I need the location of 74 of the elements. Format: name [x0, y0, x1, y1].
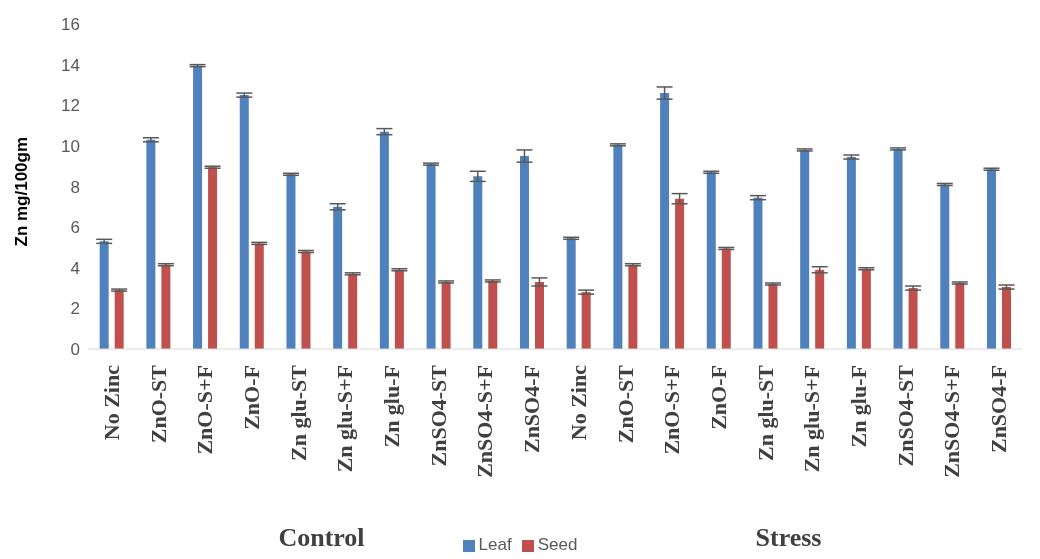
x-tick-label: No Zinc	[98, 364, 124, 441]
bar	[986, 169, 996, 349]
bar	[379, 131, 389, 349]
bar	[861, 268, 871, 349]
text: Control	[277, 523, 366, 553]
bar	[301, 251, 311, 349]
x-tick-label: ZnSO4-S+F	[939, 365, 965, 478]
bar	[534, 281, 544, 349]
x-tick-label: ZnSO4-F	[519, 365, 545, 454]
x-tick-label: Zn glu-F	[846, 365, 872, 448]
x-tick-label: No Zinc	[565, 364, 591, 441]
bar	[893, 148, 903, 349]
bar	[473, 176, 483, 349]
x-tick-label: ZnO-ST	[145, 364, 171, 444]
bar	[908, 288, 918, 349]
bar	[254, 243, 264, 349]
y-tick-label: 14	[61, 55, 80, 75]
x-tick-label: ZnO-S+F	[192, 365, 218, 455]
bar	[161, 264, 171, 349]
bar	[519, 156, 529, 349]
legend-label: Leaf	[478, 535, 512, 554]
bar	[193, 65, 203, 349]
bar	[333, 206, 343, 349]
bar	[239, 95, 249, 349]
bar	[99, 241, 109, 349]
bar	[1001, 287, 1011, 349]
x-tick-label: ZnO-S+F	[659, 365, 685, 455]
bar	[955, 282, 965, 349]
bar	[675, 198, 685, 349]
y-tick-label: 8	[70, 177, 80, 197]
x-tick-label: Zn glu-S+F	[799, 365, 825, 473]
bar	[441, 281, 451, 349]
bar	[815, 269, 825, 349]
bar	[488, 280, 498, 349]
bar	[721, 248, 731, 349]
y-tick-label: 16	[61, 15, 80, 35]
y-tick-label: 4	[70, 258, 80, 278]
x-tick-label: ZnSO4-S+F	[472, 365, 498, 478]
bar	[613, 144, 623, 349]
x-tick-label: ZnSO4-ST	[425, 364, 451, 467]
bar	[706, 172, 716, 349]
bar	[581, 292, 591, 349]
bar	[846, 157, 856, 349]
bar	[768, 284, 778, 349]
y-tick-label: 6	[70, 218, 80, 238]
bar	[394, 269, 404, 349]
y-tick-label: 10	[61, 136, 80, 156]
legend-label: Seed	[537, 535, 578, 554]
bar	[660, 93, 670, 349]
x-tick-label: Zn glu-ST	[752, 364, 778, 461]
bar	[208, 167, 218, 349]
x-tick-label: Zn glu-S+F	[332, 365, 358, 473]
bar	[628, 264, 638, 349]
bar	[114, 290, 124, 349]
bar	[348, 273, 358, 349]
x-tick-label: ZnSO4-ST	[892, 364, 918, 467]
bar	[566, 238, 576, 349]
bar	[146, 139, 156, 349]
x-tick-label: ZnO-ST	[612, 364, 638, 444]
bar	[800, 149, 810, 349]
y-tick-label: 2	[70, 299, 80, 319]
bar	[426, 164, 436, 349]
bar	[286, 174, 296, 349]
bar	[753, 197, 763, 349]
bar	[940, 184, 950, 349]
y-tick-label: 0	[70, 340, 80, 360]
x-tick-label: ZnO-F	[705, 365, 731, 430]
y-axis-title: Zn mg/100gm	[12, 136, 32, 247]
text: Stress	[754, 523, 823, 553]
x-tick-label: ZnSO4-F	[986, 365, 1012, 454]
x-tick-label: ZnO-F	[238, 365, 264, 430]
y-tick-label: 12	[61, 96, 80, 116]
x-tick-label: Zn glu-ST	[285, 364, 311, 461]
x-tick-label: Zn glu-F	[379, 365, 405, 448]
